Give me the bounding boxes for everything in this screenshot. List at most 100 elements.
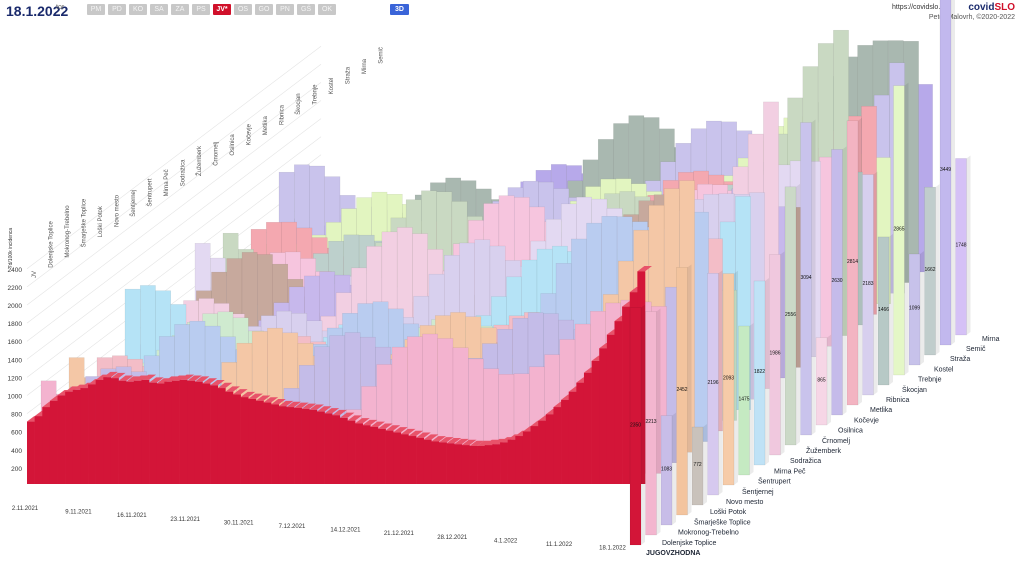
bar (57, 395, 66, 484)
back-row-label: Šentjernej (130, 190, 137, 217)
x-tick-label: 7.12.2021 (279, 524, 306, 530)
gridline (26, 154, 322, 378)
column-side (641, 304, 645, 545)
x-tick-label: 14.12.2021 (330, 528, 361, 534)
bar-top (461, 439, 477, 446)
column-bar (738, 325, 750, 476)
bar (233, 394, 241, 484)
back-row-label: Šmarješke Toplice (81, 198, 88, 247)
bar (355, 423, 364, 484)
bar (286, 407, 295, 484)
bar (693, 211, 709, 442)
y-tick-label: 400 (11, 448, 22, 455)
column-bar (955, 158, 967, 336)
bar-top (362, 419, 378, 426)
bar (408, 436, 417, 484)
column-side (966, 155, 971, 335)
column-side (842, 146, 847, 415)
bar (126, 381, 135, 484)
column-bar (769, 254, 781, 456)
y-tick-label: 2000 (8, 303, 23, 310)
bar (118, 380, 127, 484)
column-side (935, 184, 940, 355)
bar (248, 398, 257, 484)
column-bar (908, 253, 921, 366)
front-series-jugovzhodna (27, 266, 652, 484)
bar (370, 426, 379, 484)
bar-top (431, 436, 446, 442)
bar (599, 348, 608, 484)
region-button-go[interactable]: GO (255, 4, 273, 15)
region-button-sa[interactable]: SA (150, 4, 168, 15)
bar (423, 439, 432, 484)
region-button-ps[interactable]: PS (192, 4, 210, 15)
region-button-pn[interactable]: PN (276, 4, 294, 15)
bar (461, 445, 470, 484)
region-button-pm[interactable]: PM (87, 4, 105, 15)
back-row-label: Dolenjske Toplice (49, 221, 55, 268)
y-tick-label: 1600 (8, 339, 23, 346)
gridline (26, 100, 322, 324)
site-url-link[interactable]: https://covidslo.net (892, 4, 950, 11)
mode-3d-button[interactable]: 3D (390, 4, 409, 15)
bar (225, 391, 234, 484)
front-row-label: Kostel (934, 366, 954, 373)
column-bar (924, 186, 936, 356)
latest-column-dolenjske-toplice: 2213 (645, 308, 661, 536)
bar (385, 430, 394, 484)
bar-top (377, 423, 393, 429)
back-row-label: Črnomelj (213, 142, 220, 166)
region-button-os[interactable]: OS (234, 4, 252, 15)
bar (576, 382, 585, 484)
bar-top (225, 386, 240, 392)
front-row-label: Sodražica (790, 458, 821, 465)
region-button-gš[interactable]: GŠ (297, 4, 315, 15)
region-button-ko[interactable]: KO (129, 4, 147, 15)
bar-top (187, 375, 202, 381)
column-side (889, 233, 893, 385)
bar (133, 380, 142, 484)
bar (500, 442, 508, 484)
bar (522, 431, 531, 484)
back-row-label: Mirna (362, 58, 368, 74)
region-button-jv[interactable]: JV* (213, 4, 231, 15)
bar (65, 391, 74, 484)
bar (149, 382, 158, 484)
front-row-label: Mirna Peč (774, 468, 806, 475)
region-button-pd[interactable]: PD (108, 4, 126, 15)
front-row-label: Loški Potok (710, 509, 747, 516)
front-row-label: Šentjernej (742, 487, 774, 496)
weekday-label: tor (56, 4, 65, 11)
bar (49, 400, 58, 484)
bar (332, 415, 341, 484)
bar-top (423, 434, 439, 440)
value-label: 3094 (800, 275, 811, 281)
bar (271, 404, 280, 484)
bar-top (393, 427, 408, 433)
front-row-label: Metlika (870, 407, 892, 414)
bar (347, 420, 356, 484)
bar (301, 408, 310, 484)
bar-top (286, 401, 302, 408)
bar (492, 444, 501, 484)
bar (240, 397, 249, 484)
bar (469, 445, 478, 484)
bar-top (133, 375, 149, 381)
column-side (734, 270, 738, 485)
back-row-label: Metlika (263, 116, 269, 136)
bar (606, 334, 615, 484)
bar-top (332, 409, 347, 416)
bar-top (141, 374, 157, 380)
bar-top (309, 404, 324, 410)
column-side (656, 308, 661, 535)
bar (545, 414, 554, 484)
y-tick-label: 2200 (8, 285, 23, 292)
region-button-za[interactable]: ZA (171, 4, 189, 15)
bar (202, 383, 211, 484)
region-button-ok[interactable]: OK (318, 4, 336, 15)
y-axis-label: 7d/100k incidenca (8, 228, 14, 269)
latest-column-črnomelj: 3094 (800, 119, 816, 436)
column-side (904, 82, 909, 375)
y-tick-label: 2400 (8, 267, 23, 274)
column-bar (939, 0, 952, 346)
